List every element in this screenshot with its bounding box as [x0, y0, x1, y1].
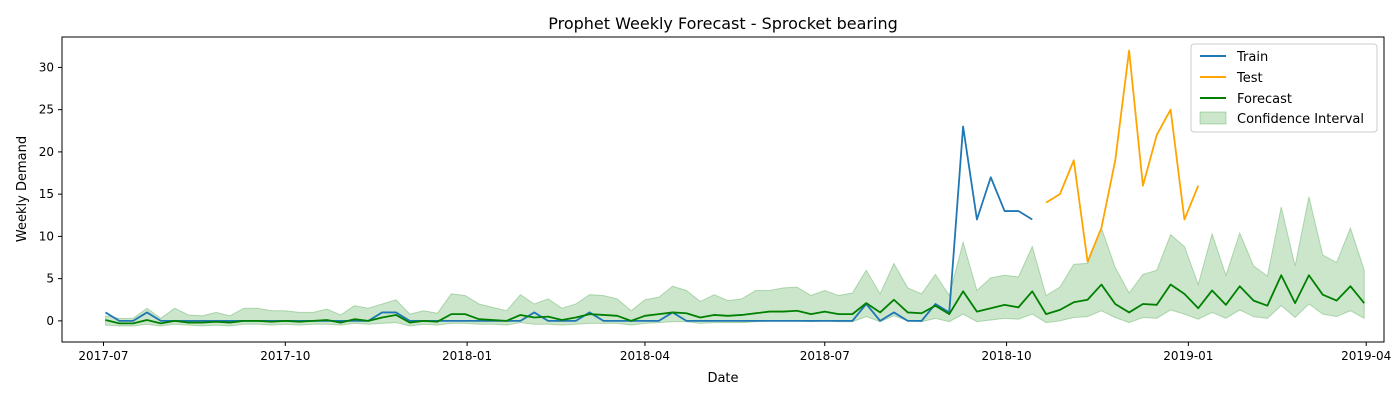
y-axis: 0 5 10 15 20 25 30 — [39, 60, 62, 328]
y-tick-label: 20 — [39, 145, 54, 159]
legend-swatch-confidence-interval — [1199, 111, 1227, 125]
x-tick-label: 2018-01 — [442, 349, 492, 363]
x-tick-label: 2017-10 — [260, 349, 310, 363]
x-axis-label: Date — [707, 371, 738, 386]
y-tick-label: 25 — [39, 103, 54, 117]
series-line-forecast — [105, 274, 1365, 325]
x-tick-label: 2018-07 — [800, 349, 850, 363]
x-tick-label: 2019-01 — [1163, 349, 1213, 363]
legend-label-train: Train — [1236, 50, 1268, 65]
x-tick-label: 2018-10 — [981, 349, 1031, 363]
x-tick-label: 2018-04 — [620, 349, 670, 363]
x-axis: 2017-07 2017-10 2018-01 2018-04 2018-07 2018-… — [78, 342, 1391, 363]
y-tick-label: 15 — [39, 187, 54, 201]
series-line-test — [1045, 49, 1200, 263]
y-tick-label: 0 — [46, 314, 54, 328]
series-layer — [105, 49, 1365, 325]
chart-title: Prophet Weekly Forecast - Sprocket beari… — [548, 14, 898, 33]
legend: Train Test Forecast Confidence Interval — [1190, 43, 1378, 133]
confidence-interval-layer — [104, 196, 1365, 327]
y-tick-label: 10 — [39, 229, 54, 243]
y-axis-label: Weekly Demand — [15, 136, 30, 242]
x-tick-label: 2019-04 — [1341, 349, 1391, 363]
legend-label-confidence-interval: Confidence Interval — [1237, 112, 1364, 127]
y-tick-label: 30 — [39, 60, 54, 74]
plot-area-frame — [61, 36, 1385, 343]
x-tick-label: 2017-07 — [78, 349, 128, 363]
confidence-interval-band — [104, 196, 1365, 327]
legend-label-test: Test — [1236, 71, 1263, 86]
legend-label-forecast: Forecast — [1237, 92, 1292, 107]
legend-box — [1190, 43, 1378, 133]
y-tick-label: 5 — [46, 272, 54, 286]
